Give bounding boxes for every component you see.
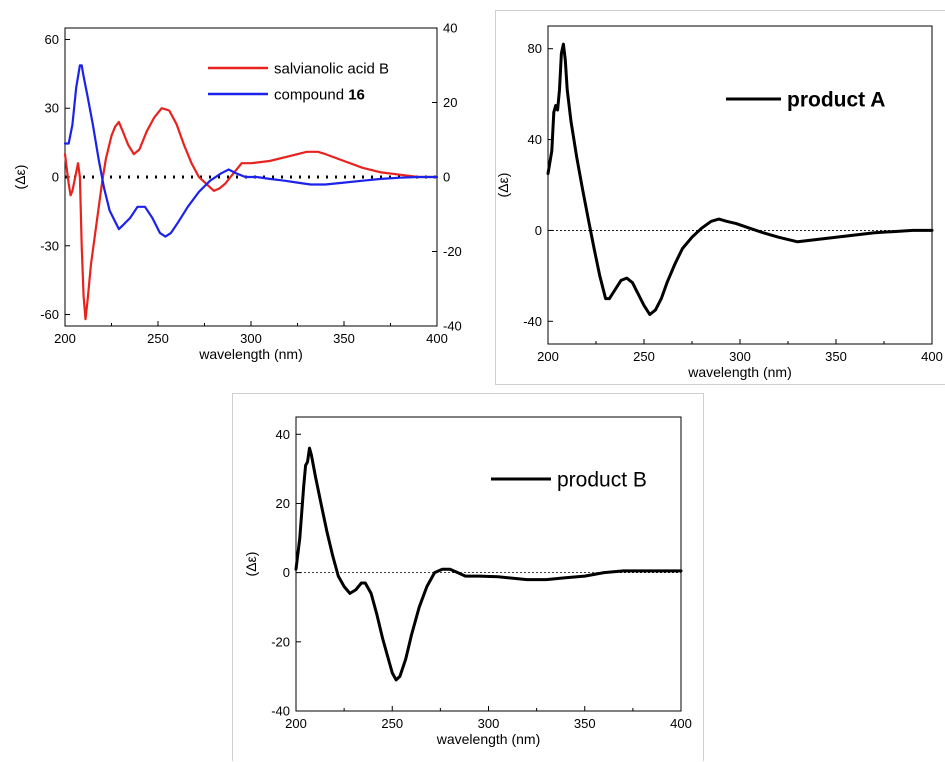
chart-panel-3: 200 250 300 350 400 40 20 0 -20 -40 wavelength (nm… (232, 393, 704, 761)
y-tick-label: -60 (40, 307, 59, 322)
legend-label: product A (787, 89, 885, 112)
series-line-product-b (294, 446, 683, 682)
x-axis-title: wavelength (nm) (687, 364, 792, 380)
y-axis-title: (Δε) (243, 552, 259, 577)
x-tick-label: 350 (574, 716, 596, 731)
legend-label: salvianolic acid B (274, 60, 389, 77)
legend-label-bold: 16 (348, 86, 365, 103)
x-tick-label: 350 (825, 349, 847, 364)
x-tick-label: 250 (633, 349, 655, 364)
x-tick-label: 400 (426, 331, 448, 346)
y-tick-label: 0 (283, 565, 290, 580)
y-tick-label: -40 (271, 704, 290, 719)
x-axis-title: wavelength (nm) (436, 731, 541, 747)
y-tick-label: 0 (52, 170, 59, 185)
y-tick-label: 20 (276, 496, 290, 511)
y-tick-label: 40 (528, 132, 542, 147)
y-tick-label: -40 (523, 314, 542, 329)
y2-tick-label: 0 (443, 170, 450, 185)
y2-tick-label: -20 (443, 244, 462, 259)
y-tick-label: -30 (40, 238, 59, 253)
y-tick-label: 30 (45, 101, 59, 116)
x-axis-title: wavelength (nm) (198, 346, 303, 362)
chart-1-svg: 200 250 300 350 40060300-30-6040200-20-40wav… (12, 21, 462, 363)
y-tick-label: 80 (528, 41, 542, 56)
x-tick-label: 350 (333, 331, 355, 346)
y-axis-title: (Δε) (495, 173, 511, 198)
chart-panel-1: 200 250 300 350 400 60 30 0 -30 -60 40 20 0 -20 -40 wav… (0, 0, 500, 380)
y-tick-label: 60 (45, 32, 59, 47)
x-tick-label: 200 (285, 716, 307, 731)
y-tick-label: -20 (271, 634, 290, 649)
series-line-compound-16 (63, 64, 439, 238)
chart-panel-2: 200 250 300 350 400 80 40 0 -40 wavelength (nm) (Δ… (495, 10, 945, 385)
x-tick-label: 200 (537, 349, 559, 364)
x-tick-label: 300 (240, 331, 262, 346)
x-tick-label: 400 (670, 716, 692, 731)
x-tick-label: 250 (381, 716, 403, 731)
y2-tick-label: 20 (443, 95, 457, 110)
y-tick-label: 0 (535, 223, 542, 238)
series-line-salvianolic-acid-b (63, 107, 439, 321)
plot-frame (295, 416, 682, 712)
x-tick-label: 300 (478, 716, 500, 731)
y-axis-title: (Δε) (12, 165, 28, 190)
x-tick-label: 400 (921, 349, 943, 364)
y2-tick-label: 40 (443, 21, 457, 36)
legend-label: compound 16 (274, 86, 365, 103)
y2-tick-label: -40 (443, 319, 462, 334)
y-tick-label: 40 (276, 427, 290, 442)
x-tick-label: 250 (147, 331, 169, 346)
x-tick-label: 200 (54, 331, 76, 346)
legend-label: product B (557, 469, 647, 492)
series-line-product-a (546, 42, 934, 316)
legend-label-text: compound (274, 86, 348, 103)
x-tick-label: 300 (729, 349, 751, 364)
